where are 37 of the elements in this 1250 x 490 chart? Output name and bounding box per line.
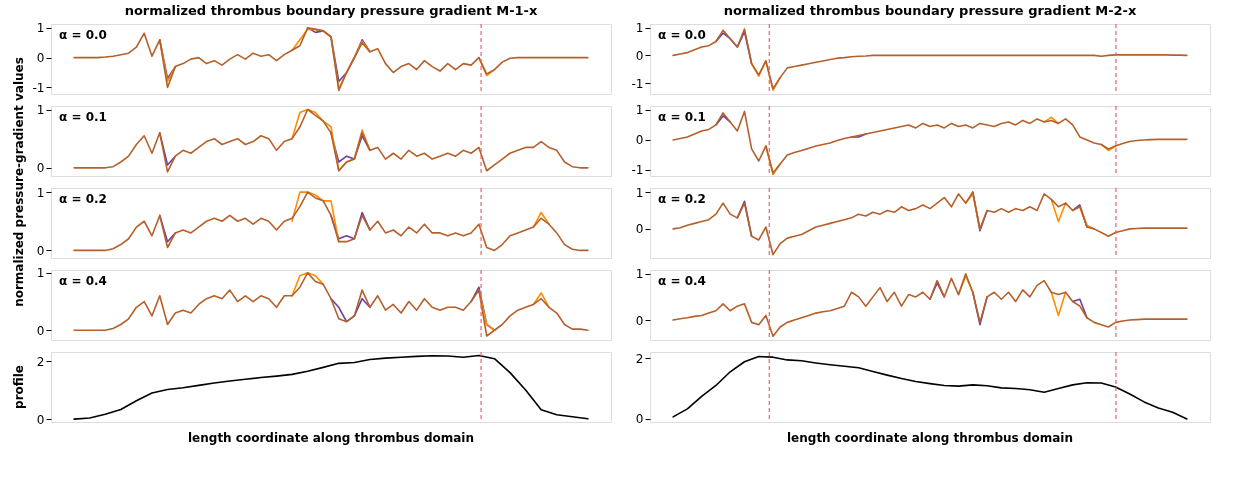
y-tick-label: 0 — [36, 412, 45, 427]
annotation: α = 0.4 — [658, 274, 706, 288]
annotation: α = 0.4 — [59, 274, 107, 288]
annotation: α = 0.1 — [59, 110, 107, 124]
y-tick-label: 1 — [635, 267, 644, 282]
y-tick-label: 0 — [36, 51, 45, 66]
y-tick-label: 0 — [36, 323, 45, 338]
chart-title: normalized thrombus boundary pressure gradient M-1-x — [124, 2, 538, 18]
x-axis-title: length coordinate along thrombus domain — [187, 431, 475, 445]
y-tick-label: 1 — [36, 185, 45, 200]
annotation: α = 0.0 — [658, 28, 706, 42]
y-tick-label: -1 — [32, 80, 45, 95]
y-tick-label: 0 — [635, 222, 644, 237]
y-tick-label: 0 — [635, 313, 644, 328]
annotation: α = 0.1 — [658, 110, 706, 124]
y-tick-label: 1 — [36, 103, 45, 117]
y-tick-label: -1 — [631, 76, 644, 91]
y-axis-title: normalized pressure-gradient values — [12, 57, 26, 307]
annotation: α = 0.0 — [59, 28, 107, 42]
y-tick-label: 1 — [36, 21, 45, 36]
y-tick-label: 0 — [635, 412, 644, 427]
y-tick-label: 1 — [635, 21, 644, 36]
annotation: α = 0.2 — [658, 192, 706, 206]
y-axis-title: profile — [12, 365, 26, 409]
y-tick-label: 0 — [635, 133, 644, 148]
y-tick-label: -1 — [631, 163, 644, 178]
y-tick-label: 0 — [36, 161, 45, 176]
y-tick-label: 1 — [36, 266, 45, 281]
y-tick-label: 2 — [36, 354, 45, 369]
y-tick-label: 1 — [635, 185, 644, 200]
y-tick-label: 0 — [635, 48, 644, 63]
annotation: α = 0.2 — [59, 192, 107, 206]
y-tick-label: 1 — [635, 103, 644, 118]
chart-title: normalized thrombus boundary pressure gradient M-2-x — [723, 2, 1137, 18]
y-tick-label: 2 — [635, 351, 644, 366]
x-axis-title: length coordinate along thrombus domain — [786, 431, 1074, 445]
y-tick-label: 0 — [36, 243, 45, 258]
